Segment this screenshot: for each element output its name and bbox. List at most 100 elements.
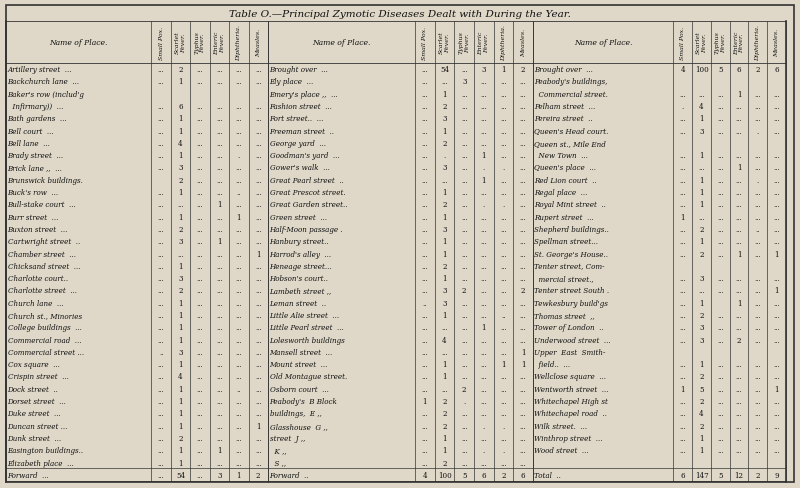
Text: ...: ... — [717, 189, 724, 197]
Text: Measles.: Measles. — [256, 29, 261, 57]
Text: 1: 1 — [237, 213, 241, 221]
Text: ...: ... — [717, 385, 724, 393]
Text: 2: 2 — [502, 471, 506, 479]
Text: 3: 3 — [482, 66, 486, 74]
Text: ...: ... — [235, 250, 242, 258]
Text: ...: ... — [520, 213, 526, 221]
Text: Enteric
Fever.: Enteric Fever. — [214, 31, 225, 55]
Text: ...: ... — [500, 409, 507, 418]
Text: ...: ... — [422, 140, 428, 147]
Text: ...: ... — [255, 336, 262, 344]
Text: ...: ... — [235, 201, 242, 209]
Text: Mansell street  ...: Mansell street ... — [270, 348, 333, 356]
Text: ...: ... — [754, 238, 762, 246]
Text: 1: 1 — [178, 311, 183, 319]
Text: .: . — [502, 447, 505, 454]
Text: ...: ... — [158, 287, 165, 295]
Text: 2: 2 — [442, 263, 447, 270]
Text: ...: ... — [197, 103, 203, 111]
Text: ...: ... — [461, 152, 467, 160]
Text: ...: ... — [736, 287, 742, 295]
Text: ...: ... — [736, 103, 742, 111]
Text: ...: ... — [774, 213, 780, 221]
Text: ...: ... — [698, 164, 705, 172]
Text: ...: ... — [197, 324, 203, 332]
Text: ...: ... — [774, 127, 780, 135]
Text: Commercial street.: Commercial street. — [534, 91, 608, 99]
Text: ...: ... — [679, 409, 686, 418]
Text: ...: ... — [461, 177, 467, 184]
Text: ...: ... — [754, 397, 762, 405]
Text: ...: ... — [717, 447, 724, 454]
Text: ...: ... — [774, 225, 780, 233]
Text: Fashion street  ...: Fashion street ... — [270, 103, 332, 111]
Text: 1: 1 — [521, 348, 526, 356]
Text: 1: 1 — [737, 299, 742, 307]
Text: New Town  ...: New Town ... — [534, 152, 588, 160]
Text: ...: ... — [158, 447, 165, 454]
Text: Winthrop street  ...: Winthrop street ... — [534, 434, 603, 442]
Text: ...: ... — [158, 263, 165, 270]
Text: ...: ... — [255, 434, 262, 442]
Text: Rupert street  ...: Rupert street ... — [534, 213, 594, 221]
Text: ...: ... — [481, 213, 487, 221]
Text: 4: 4 — [699, 103, 704, 111]
Text: ...: ... — [422, 361, 428, 368]
Text: ...: ... — [520, 311, 526, 319]
Text: ...: ... — [774, 409, 780, 418]
Text: ...: ... — [422, 225, 428, 233]
Text: ...: ... — [754, 361, 762, 368]
Text: 1: 1 — [699, 201, 704, 209]
Text: ...: ... — [736, 189, 742, 197]
Text: ...: ... — [441, 348, 448, 356]
Text: ...: ... — [520, 324, 526, 332]
Text: 2: 2 — [737, 336, 742, 344]
Text: 2: 2 — [442, 409, 447, 418]
Text: 2: 2 — [442, 140, 447, 147]
Text: Bull-stake court  ...: Bull-stake court ... — [7, 201, 76, 209]
Text: ...: ... — [481, 127, 487, 135]
Text: ...: ... — [500, 348, 507, 356]
Text: Whitechapel High st: Whitechapel High st — [534, 397, 608, 405]
Text: 1: 1 — [442, 238, 447, 246]
Text: ...: ... — [461, 324, 467, 332]
Text: ...: ... — [158, 152, 165, 160]
Text: ...: ... — [520, 164, 526, 172]
Text: ...: ... — [520, 201, 526, 209]
Text: ...: ... — [422, 213, 428, 221]
Text: ...: ... — [500, 213, 507, 221]
Text: ...: ... — [736, 434, 742, 442]
Text: ...: ... — [422, 164, 428, 172]
Text: ...: ... — [422, 348, 428, 356]
Text: ...: ... — [481, 434, 487, 442]
Text: ...: ... — [235, 348, 242, 356]
Text: ...: ... — [197, 177, 203, 184]
Text: ...: ... — [461, 225, 467, 233]
Text: ...: ... — [197, 373, 203, 381]
Text: ...: ... — [255, 189, 262, 197]
Text: ...: ... — [197, 397, 203, 405]
Text: ..: .. — [756, 225, 760, 233]
Text: 1: 1 — [178, 127, 183, 135]
Text: ...: ... — [679, 189, 686, 197]
Text: ...: ... — [461, 447, 467, 454]
Text: ...: ... — [197, 422, 203, 430]
Text: ...: ... — [520, 177, 526, 184]
Text: ...: ... — [774, 238, 780, 246]
Text: Shepherd buildings..: Shepherd buildings.. — [534, 225, 610, 233]
Text: ...: ... — [422, 91, 428, 99]
Text: Cox square  ...: Cox square ... — [7, 361, 59, 368]
Text: ...: ... — [216, 324, 222, 332]
Text: ...: ... — [235, 324, 242, 332]
Text: ...: ... — [736, 409, 742, 418]
Text: ...: ... — [197, 250, 203, 258]
Text: ...: ... — [158, 250, 165, 258]
Text: ...: ... — [158, 373, 165, 381]
Text: ...: ... — [717, 127, 724, 135]
Text: ...: ... — [520, 447, 526, 454]
Text: 3: 3 — [178, 348, 183, 356]
Text: 6: 6 — [521, 471, 526, 479]
Text: ...: ... — [736, 152, 742, 160]
Text: Infirmary))  ...: Infirmary)) ... — [7, 103, 63, 111]
Text: Regal place  ...: Regal place ... — [534, 189, 588, 197]
